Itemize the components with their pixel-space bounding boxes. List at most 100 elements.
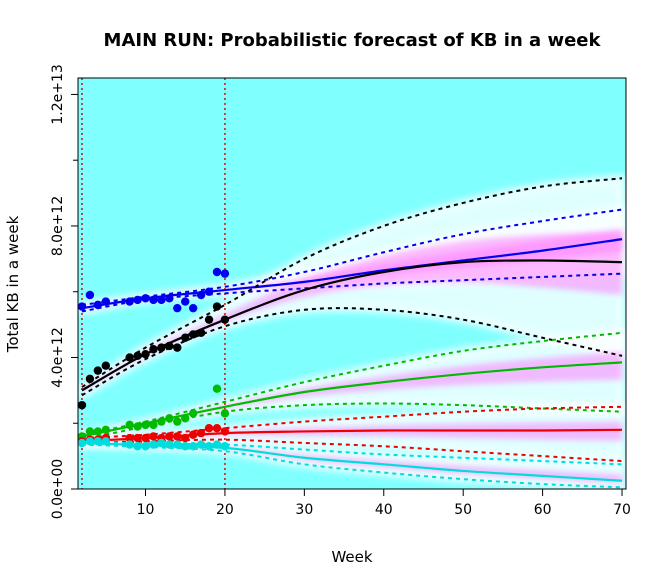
data-point-1-2 <box>93 366 103 375</box>
data-point-4-2 <box>93 437 103 446</box>
band-core-2 <box>81 352 623 438</box>
upper-bound-1 <box>81 177 623 388</box>
data-point-4-10 <box>173 440 182 449</box>
data-point-0-3 <box>101 297 110 306</box>
data-point-0-14 <box>204 287 214 296</box>
reference-lines <box>81 78 226 489</box>
y-tick-label-2: 8.0e+12 <box>50 196 66 256</box>
lower-bound-3 <box>81 438 623 463</box>
data-point-2-3 <box>101 425 110 435</box>
data-point-4-15 <box>212 440 222 449</box>
data-point-3-5 <box>133 433 142 443</box>
data-point-0-11 <box>181 297 190 306</box>
data-point-4-13 <box>196 440 206 449</box>
data-point-3-7 <box>149 432 158 441</box>
lower-bound-1 <box>81 307 623 397</box>
upper-bound-2 <box>81 331 623 436</box>
data-point-0-6 <box>141 294 150 303</box>
data-point-1-12 <box>188 330 198 339</box>
y-tick-label-3: 1.2e+13 <box>50 64 66 124</box>
data-point-3-11 <box>181 433 190 443</box>
band-core-1 <box>81 232 623 393</box>
data-point-3-10 <box>173 432 182 441</box>
x-tick-label-5: 60 <box>534 502 552 518</box>
data-point-0-15 <box>212 267 222 277</box>
data-point-4-11 <box>181 442 190 451</box>
data-point-0-0 <box>78 302 87 311</box>
x-tick-label-2: 30 <box>295 502 313 518</box>
upper-bound-0 <box>81 208 623 306</box>
y-tick-label-1: 4.0e+12 <box>50 327 66 387</box>
data-point-0-4 <box>125 297 134 306</box>
y-axis-label: Total KB in a week <box>4 215 22 353</box>
data-point-1-15 <box>212 302 222 311</box>
data-point-2-14 <box>220 409 230 418</box>
data-point-4-4 <box>125 440 134 449</box>
data-point-3-15 <box>212 423 222 433</box>
upper-bound-4 <box>81 440 623 466</box>
x-axis-label: Week <box>331 548 372 566</box>
data-point-4-12 <box>188 442 198 451</box>
data-point-1-8 <box>157 343 166 352</box>
data-point-0-9 <box>165 294 174 303</box>
y-axis: 0.0e+00 4.0e+12 8.0e+12 1.2e+13 <box>50 64 79 519</box>
data-point-4-0 <box>78 438 87 448</box>
lower-bound-4 <box>81 443 623 489</box>
data-point-3-16 <box>220 427 230 436</box>
data-point-1-14 <box>204 315 214 324</box>
data-point-2-5 <box>133 422 142 431</box>
data-point-1-1 <box>85 374 95 384</box>
data-point-0-8 <box>157 295 166 305</box>
data-point-4-14 <box>204 442 214 451</box>
data-point-0-7 <box>149 295 158 305</box>
data-point-2-7 <box>149 420 158 430</box>
data-point-4-7 <box>149 440 158 449</box>
x-tick-label-6: 70 <box>613 502 631 518</box>
x-tick-label-4: 50 <box>454 502 472 518</box>
data-point-2-4 <box>125 420 134 430</box>
data-point-1-5 <box>133 351 142 361</box>
upper-bound-3 <box>81 405 623 440</box>
data-point-2-6 <box>141 420 150 430</box>
y-tick-label-0: 0.0e+00 <box>50 459 66 519</box>
data-point-2-9 <box>165 414 174 423</box>
data-point-2-1 <box>85 427 95 436</box>
data-point-0-12 <box>188 303 198 313</box>
data-point-3-9 <box>165 432 174 441</box>
observed-points <box>78 267 230 451</box>
data-point-4-8 <box>157 438 166 448</box>
data-point-1-7 <box>149 345 158 354</box>
chart-title: MAIN RUN: Probabilistic forecast of KB i… <box>104 30 602 51</box>
data-point-2-10 <box>173 417 182 426</box>
data-point-0-2 <box>93 300 103 310</box>
x-axis: 10 20 30 40 50 60 70 <box>137 488 631 518</box>
data-point-3-4 <box>125 433 134 443</box>
data-point-4-5 <box>133 442 142 451</box>
data-point-2-11 <box>181 414 190 423</box>
data-point-2-8 <box>157 417 166 426</box>
data-point-1-11 <box>181 333 190 342</box>
data-point-1-0 <box>78 400 87 410</box>
data-point-4-16 <box>220 442 230 451</box>
data-point-2-12 <box>188 409 198 418</box>
data-point-1-10 <box>173 343 182 352</box>
data-point-2-13 <box>212 384 222 393</box>
data-point-1-4 <box>125 353 134 362</box>
x-tick-label-3: 40 <box>375 502 393 518</box>
data-point-1-6 <box>141 349 150 359</box>
data-point-2-2 <box>93 427 103 436</box>
data-point-4-6 <box>141 442 150 451</box>
data-point-3-6 <box>141 433 150 443</box>
data-point-0-1 <box>85 290 95 300</box>
data-point-1-9 <box>165 341 174 351</box>
x-tick-label-1: 20 <box>216 502 234 518</box>
data-point-0-10 <box>173 303 182 313</box>
data-point-1-16 <box>220 315 230 324</box>
data-point-1-3 <box>101 361 110 370</box>
data-point-4-3 <box>101 437 110 446</box>
data-point-0-13 <box>196 290 206 300</box>
data-point-4-9 <box>165 440 174 449</box>
data-point-0-5 <box>133 295 142 305</box>
